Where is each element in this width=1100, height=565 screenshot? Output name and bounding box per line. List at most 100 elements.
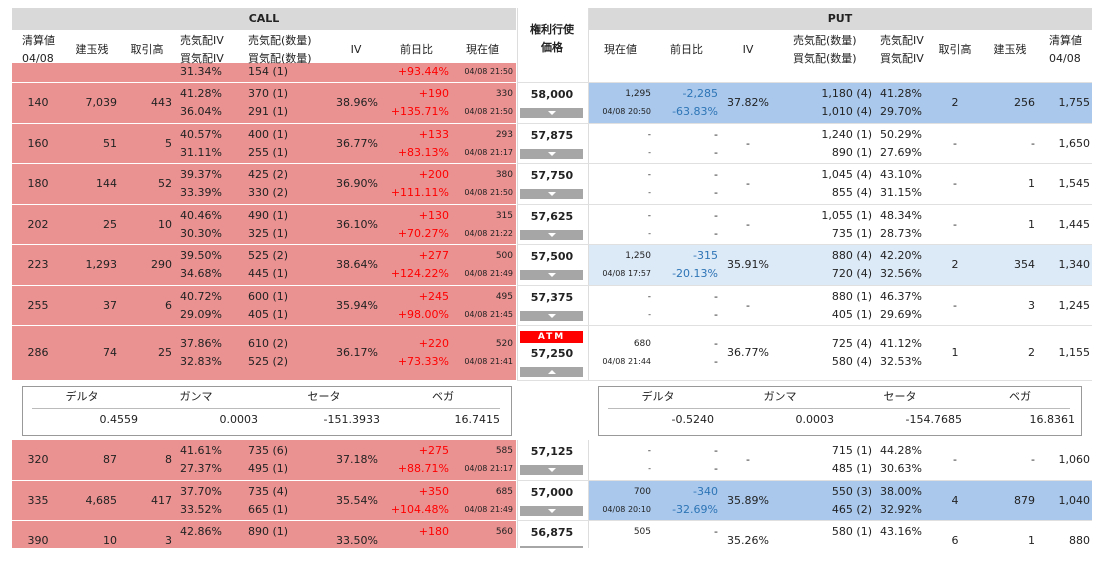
strike-button[interactable] [520, 189, 583, 199]
strike-button[interactable] [520, 270, 583, 280]
greek-value: 0.4559 [99, 413, 139, 426]
column-header: IV [350, 43, 362, 56]
put-change: -2,285 [682, 87, 718, 100]
strike-button[interactable] [520, 506, 583, 516]
greeks-box [22, 386, 512, 436]
strike-button[interactable] [520, 149, 583, 159]
put-bid-iv: 30.63% [880, 462, 922, 475]
call-oi: 25 [103, 217, 117, 231]
put-oi: 3 [1028, 298, 1035, 312]
call-ask-qty: 890 (1) [248, 525, 289, 538]
call-time: 04/08 21:49 [464, 269, 513, 278]
put-time: 04/08 17:57 [602, 269, 651, 278]
call-settle: 223 [27, 258, 49, 271]
call-settle: 286 [27, 346, 49, 359]
put-iv: - [746, 217, 750, 231]
put-price: 1,250 [625, 251, 651, 261]
call-settle: 160 [27, 136, 49, 150]
put-ask-iv: 46.37% [880, 289, 922, 303]
call-iv: 36.77% [336, 136, 378, 150]
put-bid-qty: 580 (4) [831, 355, 872, 368]
call-ask-qty: 490 (1) [248, 208, 289, 222]
strike-cell [517, 63, 589, 83]
call-change: +245 [418, 289, 449, 303]
call-price: 293 [495, 129, 513, 140]
call-oi: 7,039 [85, 96, 118, 109]
put-change-pct: -20.13% [672, 267, 718, 280]
call-ask-iv: 40.46% [180, 208, 222, 222]
strike-button[interactable] [520, 230, 583, 240]
put-row-bg [588, 326, 1092, 381]
call-change: +350 [418, 484, 449, 498]
call-row-bg [12, 83, 516, 123]
put-ask-qty: 715 (1) [831, 444, 872, 457]
call-change: +133 [418, 127, 449, 141]
put-change-pct: -32.69% [672, 502, 718, 516]
strike-cell [517, 521, 589, 548]
call-row-bg [12, 63, 516, 82]
strike-price: 57,125 [530, 445, 574, 458]
call-iv: 35.54% [336, 493, 378, 507]
put-settle: 1,650 [1058, 136, 1091, 150]
put-iv: - [746, 136, 750, 150]
put-settle: 1,155 [1058, 346, 1091, 359]
put-bid-iv: 27.69% [880, 145, 922, 159]
column-header: 売気配(数量) [793, 34, 857, 47]
call-ask-qty: 735 (6) [248, 444, 289, 457]
strike-title: 権利行使 [530, 23, 574, 36]
put-ask-qty: 1,045 (4) [821, 168, 872, 181]
put-change: - [714, 337, 718, 350]
greek-label: セータ [307, 390, 341, 403]
strike-button[interactable] [520, 465, 583, 475]
put-iv: - [746, 453, 750, 466]
put-row-bg [588, 83, 1092, 124]
put-ask-qty: 1,180 (4) [821, 87, 872, 100]
strike-price: 57,375 [530, 291, 574, 304]
strike-button[interactable] [520, 546, 583, 548]
call-iv: 36.17% [336, 346, 378, 359]
strike-button[interactable] [520, 367, 583, 377]
put-bid-iv: 28.73% [880, 226, 922, 240]
call-vol: 5 [165, 136, 172, 150]
put-header-bar [588, 8, 1092, 30]
put-row-bg [588, 521, 1092, 548]
call-iv: 36.10% [336, 217, 378, 231]
put-time: - [648, 147, 651, 157]
put-price: - [647, 210, 651, 221]
call-vol: 6 [165, 298, 172, 312]
put-bid-qty: 735 (1) [831, 226, 872, 240]
call-settle: 255 [27, 298, 49, 312]
strike-button[interactable] [520, 108, 583, 118]
greek-value: 16.7415 [454, 413, 501, 426]
column-header: 前日比 [670, 43, 703, 56]
put-settle: 1,545 [1058, 177, 1091, 190]
put-ask-qty: 580 (1) [831, 525, 872, 538]
call-price: 520 [495, 339, 513, 349]
put-vol: 2 [951, 258, 959, 271]
column-header: 買気配IV [880, 52, 924, 65]
call-time: 04/08 21:50 [464, 66, 513, 76]
strike-button[interactable] [520, 311, 583, 321]
call-bid-iv: 29.09% [180, 307, 222, 321]
call-ask-qty: 600 (1) [248, 289, 289, 303]
call-vol: 3 [165, 534, 172, 547]
strike-price: 56,875 [530, 526, 574, 539]
put-price: - [647, 446, 651, 456]
call-oi: 74 [103, 346, 117, 359]
call-change-pct: +111.11% [390, 186, 449, 199]
put-change-pct: - [714, 186, 718, 199]
call-header-bar [12, 8, 516, 30]
call-bid-iv: 31.34% [180, 64, 222, 78]
call-ask-iv: 37.86% [180, 337, 222, 350]
call-iv: 36.90% [336, 177, 378, 190]
put-bid-qty: 465 (2) [831, 502, 872, 516]
greek-value: 16.8361 [1029, 413, 1076, 426]
call-iv: 37.18% [336, 453, 378, 466]
strike-price: 58,000 [530, 88, 574, 101]
put-bid-qty: 855 (4) [831, 186, 872, 199]
call-change-pct: +88.71% [397, 462, 449, 475]
call-bid-qty: 445 (1) [248, 267, 289, 280]
call-time: 04/08 21:45 [464, 309, 513, 319]
greek-label: ベガ [1009, 390, 1031, 403]
put-change-pct: - [714, 462, 718, 475]
